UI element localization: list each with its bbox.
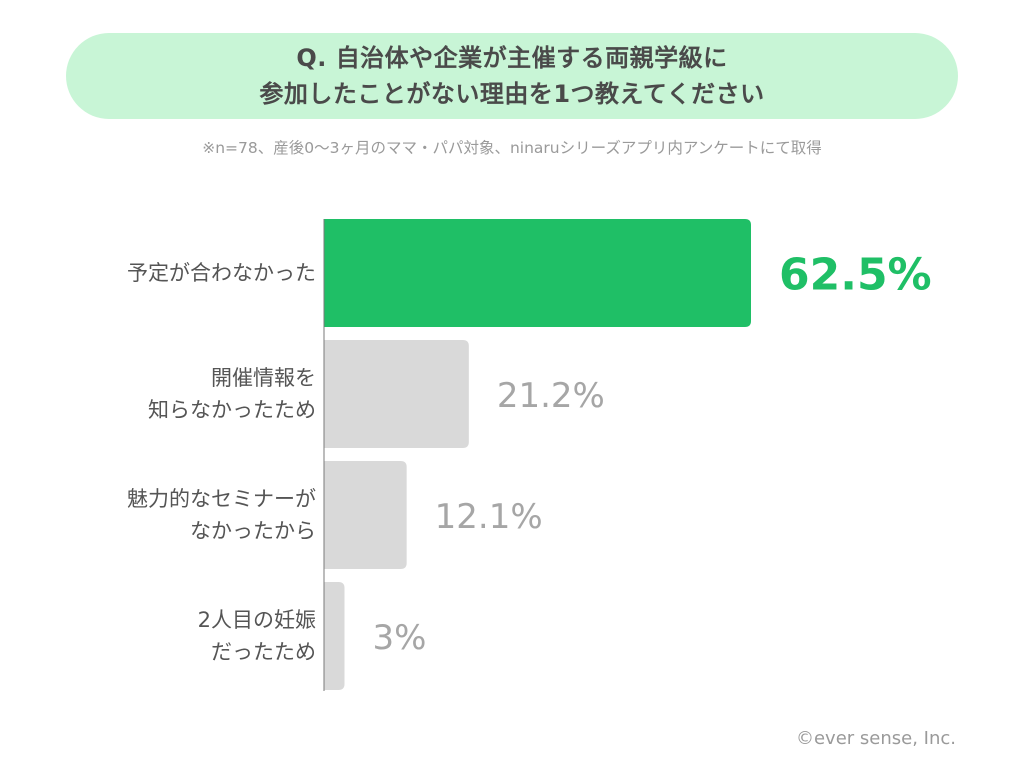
category-label-3-line-2: なかったから [190,519,316,543]
bar-4 [324,582,345,690]
category-label-3-line-1: 魅力的なセミナーが [127,487,316,511]
bar-1 [324,219,751,327]
category-label-2-line-1: 開催情報を [211,366,316,390]
title-line-1: Q. 自治体や企業が主催する両親学級に [296,44,728,72]
survey-note: ※n=78、産後0〜3ヶ月のママ・パパ対象、ninaruシリーズアプリ内アンケー… [202,139,822,157]
category-label-1-line-1: 予定が合わなかった [127,261,316,285]
category-label-4-line-1: 2人目の妊娠 [198,608,316,632]
value-label-3: 12.1% [435,497,543,537]
title-line-2: 参加したことがない理由を1つ教えてください [259,80,765,108]
category-label-2-line-2: 知らなかったため [148,398,316,422]
category-label-4-line-2: だったため [211,640,316,664]
value-label-2: 21.2% [497,376,605,416]
title-banner: Q. 自治体や企業が主催する両親学級に 参加したことがない理由を1つ教えてくださ… [66,33,958,119]
bar-3 [324,461,407,569]
value-label-4: 3% [372,618,426,658]
bar-2 [324,340,469,448]
value-label-1: 62.5% [779,250,932,301]
copyright: ©ever sense, Inc. [795,728,956,749]
